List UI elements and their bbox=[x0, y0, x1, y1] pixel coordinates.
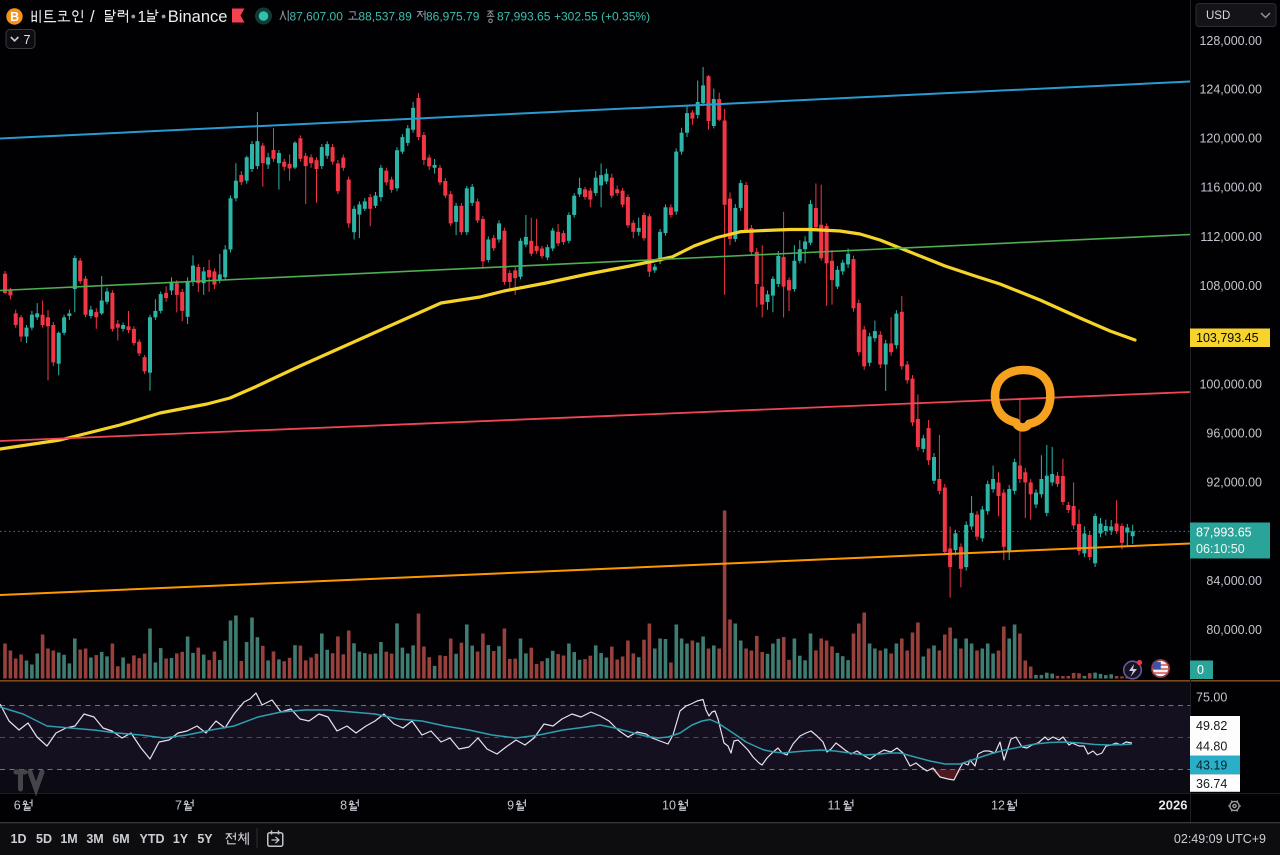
svg-text:12: 12 bbox=[991, 799, 1005, 813]
svg-text:2026: 2026 bbox=[1159, 798, 1188, 813]
svg-text:5Y: 5Y bbox=[197, 832, 213, 846]
svg-text:+302.55 (+0.35%): +302.55 (+0.35%) bbox=[554, 9, 650, 23]
svg-text:YTD: YTD bbox=[140, 832, 165, 846]
svg-text:1Y: 1Y bbox=[173, 832, 189, 846]
svg-text:49.82: 49.82 bbox=[1196, 719, 1227, 733]
svg-text:9: 9 bbox=[507, 799, 514, 813]
svg-text:1D: 1D bbox=[11, 832, 27, 846]
svg-text:80,000.00: 80,000.00 bbox=[1206, 623, 1262, 637]
svg-text:86,975.79: 86,975.79 bbox=[426, 9, 480, 23]
svg-text:120,000.00: 120,000.00 bbox=[1199, 132, 1262, 146]
svg-text:USD: USD bbox=[1206, 10, 1230, 22]
svg-text:87,607.00: 87,607.00 bbox=[290, 9, 344, 23]
svg-text:02:49:09 UTC+9: 02:49:09 UTC+9 bbox=[1174, 832, 1266, 846]
svg-text:75.00: 75.00 bbox=[1196, 691, 1227, 705]
svg-text:11: 11 bbox=[828, 799, 841, 813]
svg-text:1M: 1M bbox=[60, 832, 77, 846]
svg-text:6: 6 bbox=[14, 799, 21, 813]
svg-text:8: 8 bbox=[340, 799, 347, 813]
svg-text:87,993.65: 87,993.65 bbox=[497, 9, 551, 23]
svg-text:5D: 5D bbox=[36, 832, 52, 846]
svg-text:84,000.00: 84,000.00 bbox=[1206, 574, 1262, 588]
svg-text:128,000.00: 128,000.00 bbox=[1199, 34, 1262, 48]
svg-text:43.19: 43.19 bbox=[1196, 759, 1227, 773]
svg-text:103,793.45: 103,793.45 bbox=[1196, 331, 1259, 345]
svg-text:/: / bbox=[90, 8, 95, 26]
svg-text:124,000.00: 124,000.00 bbox=[1199, 82, 1262, 96]
svg-text:B: B bbox=[10, 10, 19, 24]
svg-text:112,000.00: 112,000.00 bbox=[1200, 230, 1262, 244]
svg-text:7: 7 bbox=[24, 33, 31, 47]
svg-text:10: 10 bbox=[662, 799, 676, 813]
svg-text:Binance: Binance bbox=[168, 8, 228, 26]
svg-text:1: 1 bbox=[138, 9, 147, 26]
svg-text:06:10:50: 06:10:50 bbox=[1196, 542, 1245, 556]
svg-text:116,000.00: 116,000.00 bbox=[1200, 181, 1262, 195]
svg-text:87,993.65: 87,993.65 bbox=[1196, 526, 1252, 540]
svg-text:100,000.00: 100,000.00 bbox=[1199, 377, 1262, 391]
svg-text:0: 0 bbox=[1197, 663, 1204, 677]
svg-text:108,000.00: 108,000.00 bbox=[1199, 279, 1262, 293]
svg-text:44.80: 44.80 bbox=[1196, 740, 1227, 754]
svg-text:7: 7 bbox=[175, 799, 182, 813]
svg-text:36.74: 36.74 bbox=[1196, 777, 1227, 791]
svg-text:3M: 3M bbox=[86, 832, 103, 846]
svg-text:92,000.00: 92,000.00 bbox=[1206, 476, 1262, 490]
svg-text:96,000.00: 96,000.00 bbox=[1206, 427, 1262, 441]
svg-text:6M: 6M bbox=[112, 832, 129, 846]
svg-text:88,537.89: 88,537.89 bbox=[358, 9, 412, 23]
